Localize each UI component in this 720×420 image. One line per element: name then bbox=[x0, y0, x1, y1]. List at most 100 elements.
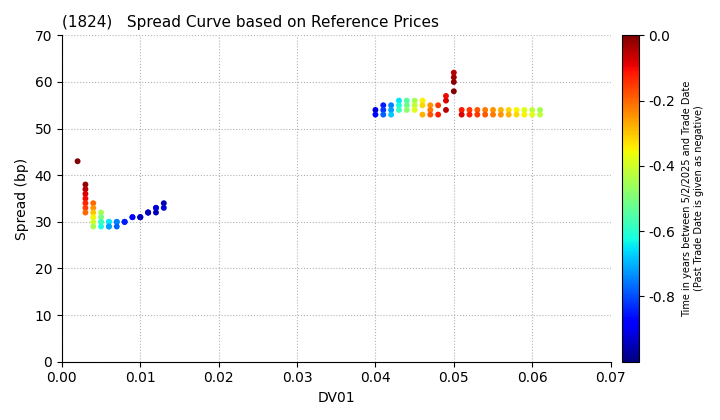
Point bbox=[72, 158, 84, 165]
Point bbox=[472, 107, 483, 113]
Point bbox=[534, 111, 546, 118]
Point bbox=[409, 97, 420, 104]
Point bbox=[80, 200, 91, 207]
Point bbox=[111, 218, 122, 225]
Point bbox=[440, 92, 451, 99]
Point bbox=[480, 111, 491, 118]
Point bbox=[135, 214, 146, 220]
Point bbox=[88, 214, 99, 220]
Point bbox=[158, 200, 170, 207]
Point bbox=[135, 214, 146, 220]
Point bbox=[393, 102, 405, 109]
Point bbox=[448, 79, 459, 85]
Point bbox=[135, 214, 146, 220]
Point bbox=[103, 218, 114, 225]
Point bbox=[440, 97, 451, 104]
Point bbox=[143, 209, 154, 216]
Point bbox=[417, 102, 428, 109]
Point bbox=[377, 107, 389, 113]
Point bbox=[425, 102, 436, 109]
Point bbox=[80, 205, 91, 211]
Point bbox=[472, 111, 483, 118]
Point bbox=[88, 205, 99, 211]
Point bbox=[95, 214, 107, 220]
Point bbox=[448, 69, 459, 76]
Point bbox=[401, 97, 413, 104]
Point bbox=[440, 107, 451, 113]
Point bbox=[88, 209, 99, 216]
Point bbox=[377, 111, 389, 118]
Point bbox=[80, 195, 91, 202]
Point bbox=[80, 209, 91, 216]
Point bbox=[377, 102, 389, 109]
Point bbox=[393, 107, 405, 113]
Point bbox=[88, 200, 99, 207]
Point bbox=[526, 111, 538, 118]
Point bbox=[417, 97, 428, 104]
Point bbox=[143, 209, 154, 216]
Point bbox=[401, 107, 413, 113]
Point bbox=[510, 107, 522, 113]
Point bbox=[417, 111, 428, 118]
Point bbox=[518, 107, 530, 113]
Point bbox=[456, 107, 467, 113]
Point bbox=[111, 223, 122, 230]
Point bbox=[103, 223, 114, 230]
Point bbox=[111, 218, 122, 225]
Point bbox=[409, 102, 420, 109]
Point bbox=[487, 111, 499, 118]
Point bbox=[401, 102, 413, 109]
Point bbox=[487, 107, 499, 113]
Point bbox=[369, 111, 381, 118]
Point bbox=[425, 107, 436, 113]
Point bbox=[119, 218, 130, 225]
Point bbox=[480, 107, 491, 113]
Point bbox=[158, 205, 170, 211]
Y-axis label: Spread (bp): Spread (bp) bbox=[15, 158, 29, 239]
Point bbox=[526, 107, 538, 113]
Point bbox=[393, 97, 405, 104]
Point bbox=[518, 111, 530, 118]
Y-axis label: Time in years between 5/2/2025 and Trade Date
(Past Trade Date is given as negat: Time in years between 5/2/2025 and Trade… bbox=[682, 80, 703, 317]
Point bbox=[385, 102, 397, 109]
Point bbox=[80, 181, 91, 188]
Point bbox=[80, 186, 91, 192]
Point bbox=[503, 111, 515, 118]
Point bbox=[88, 218, 99, 225]
Point bbox=[448, 74, 459, 81]
Point bbox=[119, 218, 130, 225]
Point bbox=[88, 223, 99, 230]
Point bbox=[95, 209, 107, 216]
Point bbox=[464, 111, 475, 118]
Point bbox=[433, 111, 444, 118]
Point bbox=[385, 111, 397, 118]
Point bbox=[150, 205, 162, 211]
Point bbox=[143, 209, 154, 216]
Point bbox=[103, 223, 114, 230]
Point bbox=[385, 107, 397, 113]
Point bbox=[127, 214, 138, 220]
Point bbox=[369, 107, 381, 113]
Point bbox=[433, 102, 444, 109]
X-axis label: DV01: DV01 bbox=[318, 391, 355, 405]
Point bbox=[103, 218, 114, 225]
Point bbox=[150, 209, 162, 216]
Point bbox=[409, 107, 420, 113]
Point bbox=[495, 111, 507, 118]
Point bbox=[503, 107, 515, 113]
Point bbox=[510, 111, 522, 118]
Point bbox=[80, 191, 91, 197]
Point bbox=[119, 218, 130, 225]
Point bbox=[150, 205, 162, 211]
Point bbox=[425, 111, 436, 118]
Point bbox=[95, 223, 107, 230]
Point bbox=[464, 107, 475, 113]
Point bbox=[495, 107, 507, 113]
Point bbox=[95, 218, 107, 225]
Point bbox=[448, 88, 459, 94]
Point bbox=[127, 214, 138, 220]
Point bbox=[534, 107, 546, 113]
Text: (1824)   Spread Curve based on Reference Prices: (1824) Spread Curve based on Reference P… bbox=[62, 15, 439, 30]
Point bbox=[95, 218, 107, 225]
Point bbox=[456, 111, 467, 118]
